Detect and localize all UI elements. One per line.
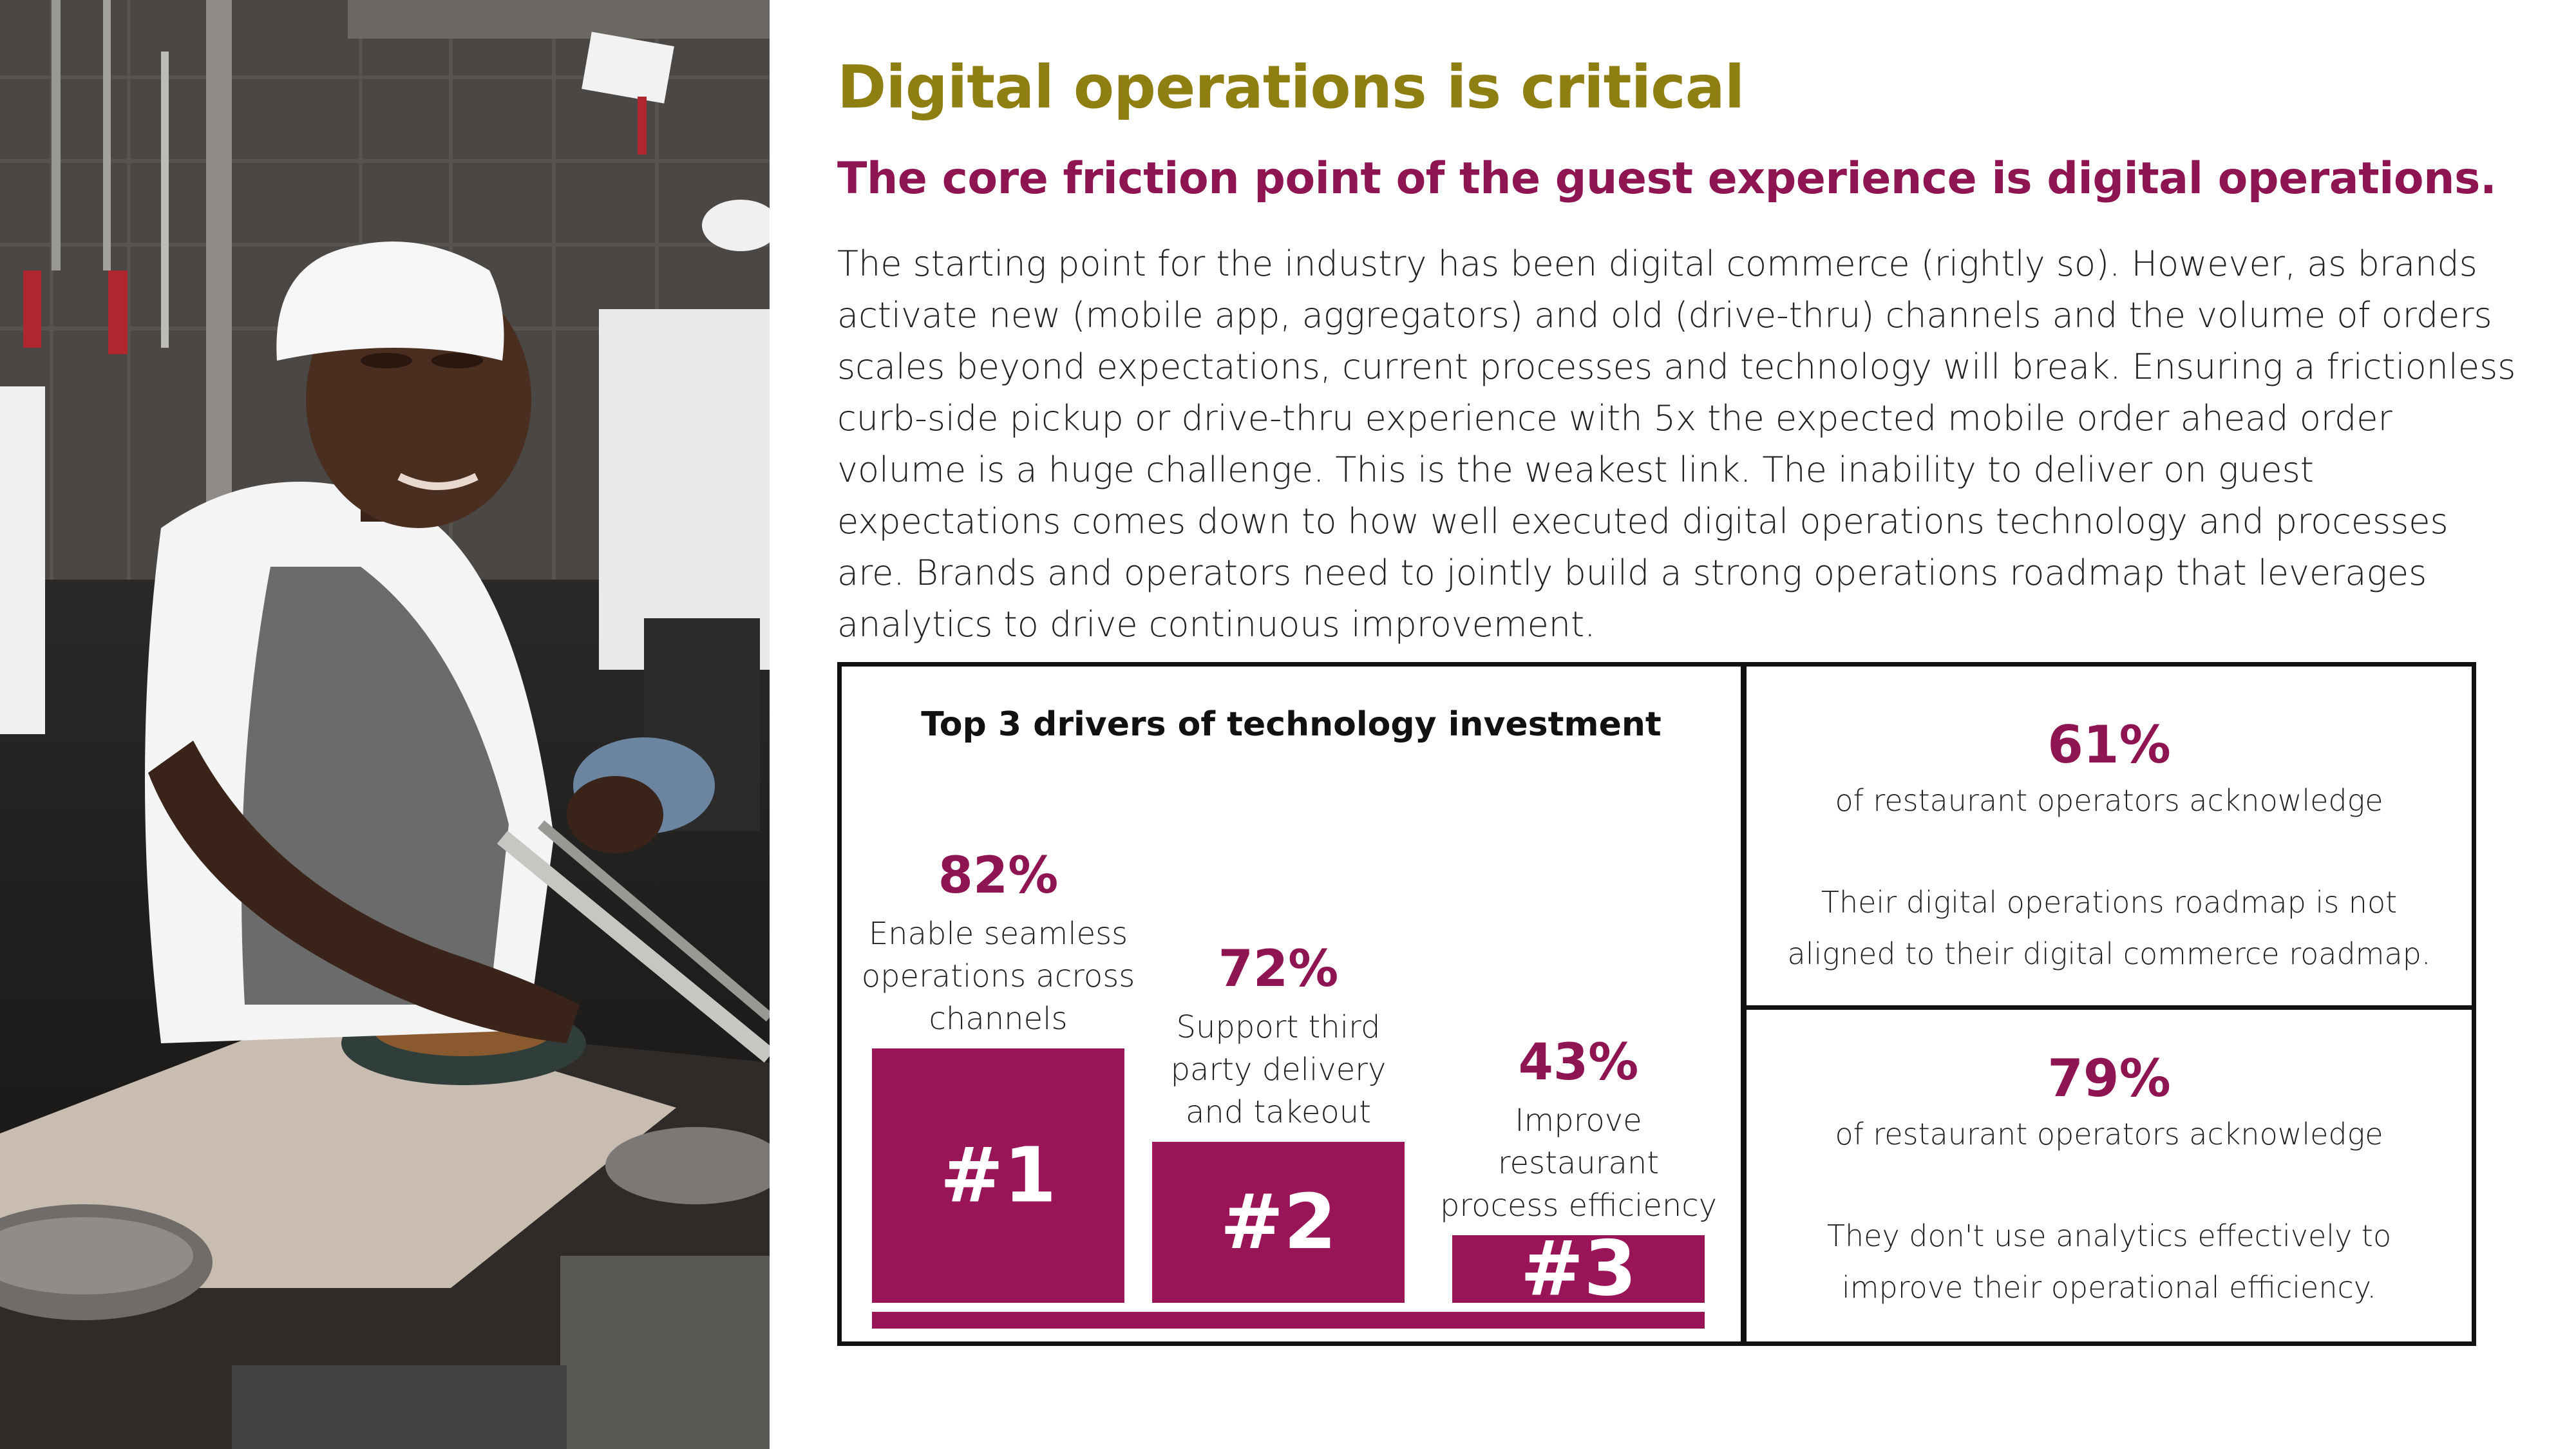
chart-baseline — [872, 1312, 1705, 1329]
stat-caption: of restaurant operators acknowledge — [1835, 1117, 2383, 1151]
chef-kitchen-photo — [0, 0, 770, 1449]
stat-detail-line: Their digital operations roadmap is not — [1821, 885, 2398, 920]
page-title: Digital operations is critical — [837, 53, 1745, 122]
intro-paragraph: The starting point for the industry has … — [837, 243, 2516, 645]
driver-description: operations across — [862, 958, 1135, 994]
rank-label: #1 — [940, 1131, 1057, 1220]
driver-description: Enable seamless — [869, 916, 1128, 952]
driver-description: restaurant — [1498, 1145, 1659, 1181]
stat-detail-line: aligned to their digital commerce roadma… — [1787, 936, 2431, 971]
stat-percent: 61% — [2047, 715, 2171, 775]
stat-spacer — [1747, 1160, 2472, 1210]
chef-photo-illustration — [0, 0, 770, 1449]
driver-description: Support third — [1177, 1009, 1381, 1045]
driver-description: process efficiency — [1440, 1188, 1717, 1224]
driver-percent: 82% — [938, 847, 1059, 905]
stat-card-roadmap: 61% of restaurant operators acknowledge … — [1742, 662, 2476, 1010]
rank-label: #2 — [1220, 1177, 1337, 1266]
drivers-bar-chart: #1 Enable seamless operations across channe… — [862, 847, 1717, 1329]
driver-description: party delivery — [1171, 1052, 1387, 1088]
podium-bar — [872, 1048, 1124, 1303]
driver-description: channels — [929, 1001, 1068, 1037]
driver-percent: 43% — [1519, 1034, 1639, 1092]
stat-detail-line: They don't use analytics effectively to — [1826, 1218, 2392, 1253]
driver-description: and takeout — [1186, 1094, 1371, 1130]
stat-percent: 79% — [2047, 1048, 2171, 1108]
podium-bar — [1152, 1142, 1405, 1303]
stat-detail-line: improve their operational efficiency. — [1841, 1270, 2377, 1305]
stat-card-analytics: 79% of restaurant operators acknowledge … — [1742, 1005, 2476, 1346]
page-subtitle: The core friction point of the guest exp… — [837, 153, 2497, 204]
rank-label: #3 — [1520, 1224, 1637, 1313]
stat-spacer — [1747, 826, 2472, 876]
podium-bar — [1452, 1235, 1705, 1303]
driver-description: Improve — [1515, 1103, 1642, 1139]
chart-title: Top 3 drivers of technology investment — [921, 705, 1662, 744]
driver-percent: 72% — [1218, 940, 1339, 998]
stat-caption: of restaurant operators acknowledge — [1835, 783, 2383, 818]
tech-investment-chart-panel: Top 3 drivers of technology investment #… — [837, 662, 1745, 1346]
